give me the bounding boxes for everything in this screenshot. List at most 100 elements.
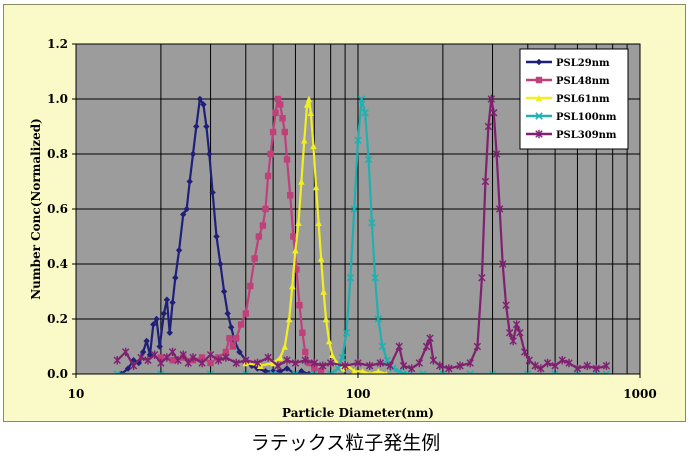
data-point-psl61nm <box>320 288 327 295</box>
chart-frame: 0.0 0.2 0.4 0.6 0.8 1.0 1.2 10 100 1000 Particle … <box>3 4 686 422</box>
data-point-psl309nm <box>365 361 374 370</box>
data-point-psl29nm <box>166 329 173 336</box>
data-point-psl48nm <box>302 348 309 356</box>
data-point-psl48nm <box>264 172 272 180</box>
data-point-psl309nm <box>520 347 529 357</box>
x-tick-label: 1000 <box>623 387 656 401</box>
data-point-psl48nm <box>251 255 258 262</box>
y-tick-label: 0.4 <box>47 257 68 271</box>
data-point-psl100nm <box>357 95 366 103</box>
legend-marker <box>535 76 543 84</box>
data-point-psl309nm <box>354 358 362 368</box>
data-point-psl61nm <box>384 370 388 374</box>
data-point-psl309nm <box>592 364 601 373</box>
data-point-psl100nm <box>371 274 379 282</box>
data-point-psl100nm <box>326 370 335 374</box>
legend-marker <box>535 94 543 102</box>
data-point-psl309nm <box>168 347 177 357</box>
data-point-psl29nm <box>217 260 224 268</box>
data-point-psl61nm <box>289 282 296 290</box>
data-point-psl61nm <box>375 368 382 374</box>
data-point-psl100nm <box>592 370 601 374</box>
data-point-psl309nm <box>466 358 474 368</box>
data-point-psl29nm <box>172 274 179 281</box>
legend-item-psl29nm: PSL29nm <box>526 58 610 69</box>
data-point-psl61nm <box>307 109 314 116</box>
data-point-psl48nm <box>198 354 206 361</box>
data-point-psl29nm <box>180 211 187 218</box>
data-point-psl100nm <box>439 370 447 374</box>
data-point-psl29nm <box>213 233 220 240</box>
data-point-psl48nm <box>267 150 274 158</box>
data-point-psl61nm <box>285 315 293 323</box>
data-point-psl309nm <box>386 361 394 370</box>
data-point-psl48nm <box>287 192 294 199</box>
legend-item-psl61nm: PSL61nm <box>526 94 610 105</box>
data-point-psl29nm <box>196 95 204 103</box>
data-point-psl61nm <box>295 219 302 226</box>
series-psl100nm <box>113 95 611 374</box>
legend-label: PSL29nm <box>556 58 610 69</box>
y-tick-label: 0.2 <box>47 312 68 326</box>
data-point-psl100nm <box>602 370 611 374</box>
data-point-psl309nm <box>264 353 272 362</box>
data-point-psl100nm <box>395 367 403 374</box>
data-point-psl309nm <box>422 342 431 351</box>
data-point-psl29nm <box>206 150 213 158</box>
data-point-psl309nm <box>253 358 262 368</box>
data-point-psl309nm <box>326 358 335 368</box>
data-point-psl48nm <box>311 365 318 372</box>
legend-item-psl48nm: PSL48nm <box>526 76 610 87</box>
legend-marker <box>535 58 543 66</box>
series-psl309nm <box>113 94 611 373</box>
series-layer <box>113 94 611 374</box>
data-point-psl48nm <box>157 354 165 361</box>
data-point-psl61nm <box>292 247 299 254</box>
data-point-psl29nm <box>186 178 193 185</box>
data-point-psl309nm <box>399 361 408 370</box>
x-tick-label: 10 <box>68 387 85 401</box>
series-line-psl100nm <box>117 97 607 374</box>
data-point-psl48nm <box>169 357 176 364</box>
data-point-psl48nm <box>259 222 267 229</box>
data-point-psl309nm <box>310 358 319 368</box>
data-point-psl309nm <box>150 350 159 359</box>
tick-layer: 0.0 0.2 0.4 0.6 0.8 1.0 1.2 10 100 1000 <box>47 37 657 401</box>
data-point-psl309nm <box>283 356 291 365</box>
data-point-psl309nm <box>429 356 438 365</box>
data-point-psl309nm <box>487 94 496 104</box>
data-point-psl309nm <box>163 353 171 362</box>
data-point-psl100nm <box>364 155 373 164</box>
data-point-psl48nm <box>233 335 240 342</box>
legend-marker <box>535 112 543 120</box>
data-point-psl29nm <box>236 348 243 356</box>
data-point-psl29nm <box>224 310 231 317</box>
data-point-psl100nm <box>342 329 351 337</box>
data-point-psl29nm <box>277 368 284 374</box>
data-point-psl29nm <box>200 101 207 108</box>
data-point-psl48nm <box>283 156 291 163</box>
data-point-psl309nm <box>222 353 230 362</box>
data-point-psl309nm <box>495 204 504 214</box>
data-point-psl48nm <box>281 128 288 136</box>
data-point-psl309nm <box>129 361 138 370</box>
data-point-psl309nm <box>481 177 490 186</box>
data-point-psl48nm <box>277 101 284 108</box>
data-point-psl309nm <box>376 358 385 368</box>
data-point-psl309nm <box>531 361 539 370</box>
data-point-psl61nm <box>312 183 320 191</box>
data-point-psl309nm <box>291 358 300 368</box>
data-point-psl29nm <box>124 365 132 372</box>
data-point-psl309nm <box>602 361 611 370</box>
data-point-psl61nm <box>298 178 305 185</box>
data-point-psl29nm <box>139 348 147 356</box>
data-point-psl61nm <box>351 368 358 374</box>
y-tick-label: 1.2 <box>47 37 68 51</box>
data-point-psl309nm <box>319 361 327 370</box>
data-point-psl309nm <box>492 149 501 159</box>
data-point-psl309nm <box>198 358 206 368</box>
legend-label: PSL61nm <box>556 94 610 105</box>
data-point-psl309nm <box>415 358 424 368</box>
chart-caption: ラテックス粒子発生例 <box>250 432 441 454</box>
data-point-psl309nm <box>214 356 223 365</box>
